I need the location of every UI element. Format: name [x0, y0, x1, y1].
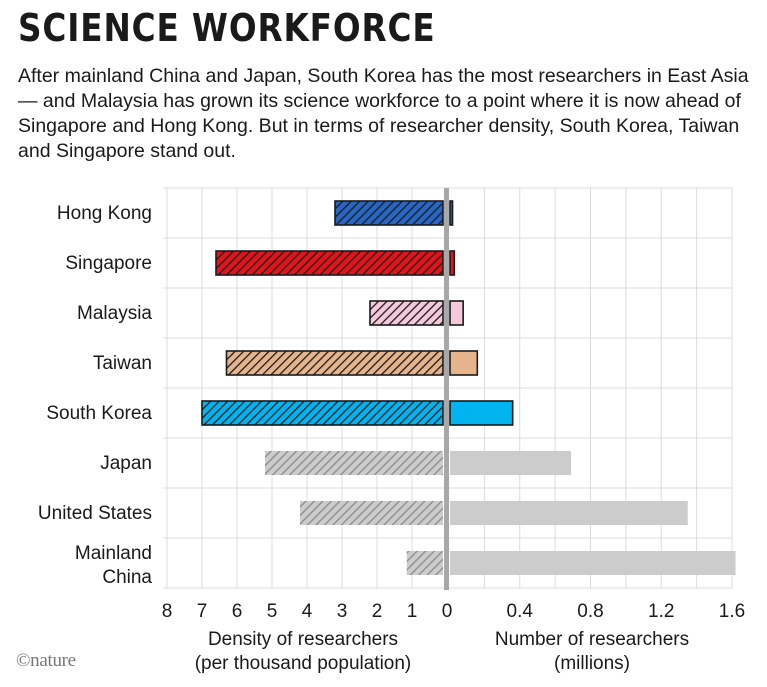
left-tick-label: 8 [162, 601, 173, 622]
left-axis-label: Density of researchers (per thousand popu… [195, 629, 412, 674]
density-bar-malaysia [369, 300, 444, 326]
chart-title: SCIENCE WORKFORCE [18, 6, 436, 50]
category-label-japan: Japan [100, 453, 152, 474]
right-tick-label: 1.6 [719, 601, 745, 622]
chart-subtitle: After mainland China and Japan, South Ko… [18, 65, 749, 162]
right-tick-label: 0.4 [507, 601, 534, 622]
left-tick-label: 1 [407, 601, 418, 622]
category-label-south-korea: South Korea [46, 403, 152, 424]
category-label-mainland-china: Mainland China [75, 543, 153, 588]
left-tick-label: 6 [232, 601, 243, 622]
category-label-singapore: Singapore [65, 253, 152, 274]
count-bar-hong-kong [449, 200, 454, 226]
left-tick-label: 3 [337, 601, 348, 622]
density-bar-mainland-china [406, 551, 443, 575]
left-tick-label: 7 [197, 601, 208, 622]
zero-axis-line [444, 188, 449, 590]
axis-labels: Density of researchers (per thousand popu… [195, 629, 689, 674]
category-label-taiwan: Taiwan [93, 353, 152, 374]
count-bar-japan [450, 451, 572, 475]
nature-logo: ©nature [16, 650, 76, 671]
category-label-united-states: United States [38, 503, 152, 524]
right-axis-label: Number of researchers (millions) [495, 629, 689, 674]
density-bar-united-states [300, 501, 443, 525]
density-bar-taiwan [225, 350, 444, 376]
bars [201, 188, 736, 590]
count-bar-taiwan [449, 350, 479, 376]
left-tick-label: 5 [267, 601, 278, 622]
density-bar-hong-kong [334, 200, 444, 226]
left-tick-label: 2 [372, 601, 383, 622]
left-tick-label: 0 [442, 601, 453, 622]
count-bar-singapore [449, 250, 456, 276]
density-bar-south-korea [201, 400, 444, 426]
density-bar-japan [265, 451, 443, 475]
right-tick-label: 1.2 [648, 601, 674, 622]
count-bar-mainland-china [450, 551, 736, 575]
count-bar-malaysia [449, 300, 464, 326]
category-label-hong-kong: Hong Kong [57, 203, 152, 224]
count-bar-south-korea [449, 400, 514, 426]
right-tick-label: 0.8 [577, 601, 603, 622]
tick-labels: 8 7 6 5 4 3 2 1 0 0.4 0.8 1.2 1.6 [162, 601, 746, 622]
category-label-malaysia: Malaysia [77, 303, 152, 324]
left-tick-label: 4 [302, 601, 313, 622]
density-bar-singapore [215, 250, 444, 276]
category-labels: Hong Kong Singapore Malaysia Taiwan South Ko… [38, 203, 153, 588]
count-bar-united-states [450, 501, 688, 525]
